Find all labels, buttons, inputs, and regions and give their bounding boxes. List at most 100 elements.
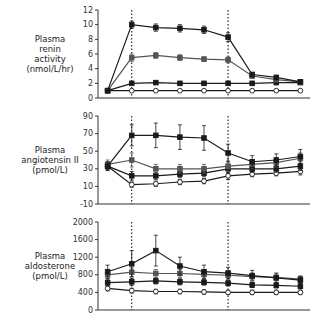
marker xyxy=(178,167,183,172)
y-axis xyxy=(98,222,99,310)
error-bar xyxy=(274,154,278,166)
y-axis xyxy=(98,10,99,98)
error-bar-path xyxy=(202,82,206,85)
chart: 024681012Plasmareninactivity(nmol/L/hr)-… xyxy=(0,0,320,320)
marker xyxy=(226,81,231,86)
marker xyxy=(178,81,183,86)
error-bar xyxy=(154,181,158,186)
error-bar-path xyxy=(154,24,158,31)
error-bar xyxy=(202,164,206,173)
error-bar-path xyxy=(274,283,278,288)
error-bar xyxy=(226,144,230,162)
error-bar-path xyxy=(202,279,206,285)
error-bar xyxy=(106,89,110,92)
marker xyxy=(298,284,303,289)
marker xyxy=(129,133,134,138)
series xyxy=(105,80,302,93)
error-bar-path xyxy=(130,153,134,167)
error-bar-path xyxy=(178,289,182,293)
series-line xyxy=(108,135,301,166)
error-bar-path xyxy=(226,161,230,172)
error-bar-path xyxy=(298,290,302,294)
error-bar-path xyxy=(130,82,134,85)
marker xyxy=(298,88,303,93)
error-bar xyxy=(250,282,254,287)
marker xyxy=(105,269,110,274)
error-bar-path xyxy=(226,290,230,294)
marker xyxy=(105,164,110,169)
marker xyxy=(105,286,110,291)
error-bar-path xyxy=(178,257,182,275)
y-label-line: renin xyxy=(39,44,61,54)
error-bar-path xyxy=(178,55,182,61)
error-bar xyxy=(298,80,302,83)
y-tick-label: 1600 xyxy=(73,235,93,244)
error-bar-path xyxy=(250,72,254,76)
y-tick-label: 10 xyxy=(83,20,93,29)
series xyxy=(105,162,302,180)
marker xyxy=(226,164,231,169)
marker xyxy=(153,88,158,93)
error-bar-path xyxy=(154,123,158,148)
error-bar xyxy=(130,153,134,167)
marker xyxy=(105,164,110,169)
y-label-line: activity xyxy=(34,54,65,64)
marker xyxy=(178,280,183,285)
y-tick-label: 30 xyxy=(83,164,93,173)
marker xyxy=(105,88,110,93)
y-tick-label: 4 xyxy=(88,64,93,73)
series xyxy=(105,235,302,284)
marker xyxy=(154,25,159,30)
error-bar xyxy=(298,149,302,163)
error-bar-path xyxy=(130,21,134,28)
series xyxy=(105,88,303,93)
error-bar xyxy=(106,286,110,291)
y-tick-label: 2 xyxy=(88,79,93,88)
series xyxy=(105,153,302,173)
error-bar xyxy=(274,283,278,288)
marker xyxy=(298,80,303,85)
marker xyxy=(154,167,159,172)
error-bar xyxy=(202,57,206,61)
error-bar xyxy=(130,182,134,187)
error-bar xyxy=(274,273,278,283)
error-bar xyxy=(178,179,182,184)
marker xyxy=(226,58,231,63)
marker xyxy=(178,289,183,294)
error-bar xyxy=(154,235,158,266)
error-bar-path xyxy=(298,80,302,83)
marker xyxy=(178,26,183,31)
marker xyxy=(226,281,231,286)
error-bar-path xyxy=(226,82,230,85)
x-axis xyxy=(98,98,310,99)
error-bar xyxy=(154,53,158,59)
marker xyxy=(274,158,279,163)
y-tick-label: 10 xyxy=(83,182,93,191)
marker xyxy=(202,136,207,141)
y-tick-label: 8 xyxy=(88,35,93,44)
error-bar xyxy=(130,21,134,28)
marker xyxy=(226,271,231,276)
error-bar-path xyxy=(226,144,230,162)
error-bar-path xyxy=(130,54,134,61)
error-bar-path xyxy=(226,267,230,278)
error-bar-path xyxy=(226,33,230,42)
marker xyxy=(202,81,207,86)
error-bar-path xyxy=(202,265,206,278)
error-bar xyxy=(250,290,254,294)
marker xyxy=(274,75,279,80)
error-bar xyxy=(154,81,158,84)
x-axis xyxy=(98,204,310,205)
error-bar-path xyxy=(250,282,254,287)
marker xyxy=(202,290,207,295)
marker xyxy=(153,181,158,186)
error-bar-path xyxy=(106,163,110,170)
marker xyxy=(178,88,183,93)
error-bar-path xyxy=(130,251,134,277)
y-label-line: aldosterone xyxy=(25,261,75,271)
marker xyxy=(129,288,134,293)
y-label: Plasmareninactivity(nmol/L/hr) xyxy=(26,34,73,74)
y-tick-label: 70 xyxy=(83,129,93,138)
error-bar xyxy=(202,265,206,278)
error-bar xyxy=(250,270,254,281)
